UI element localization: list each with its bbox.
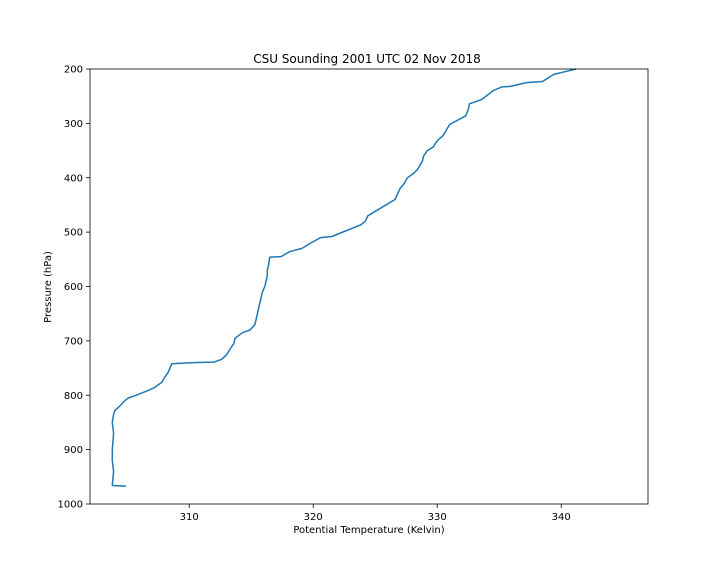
x-tick-label: 310 [180,512,199,523]
x-tick-label: 320 [304,512,323,523]
x-axis-label: Potential Temperature (Kelvin) [293,525,444,536]
x-axis: 310 320 330 340 [180,504,571,523]
chart-title: CSU Sounding 2001 UTC 02 Nov 2018 [253,52,481,66]
y-axis: 200 300 400 500 600 700 800 900 1000 [58,65,90,511]
y-tick-label: 300 [64,119,83,130]
x-tick-label: 340 [552,512,571,523]
y-axis-label: Pressure (hPa) [43,251,54,323]
y-tick-label: 200 [64,65,83,76]
theta-profile-line [111,68,577,487]
x-tick-label: 330 [428,512,447,523]
y-tick-label: 600 [64,282,83,293]
y-tick-label: 400 [64,173,83,184]
y-tick-label: 1000 [58,500,83,511]
y-tick-label: 500 [64,228,83,239]
y-tick-label: 800 [64,391,83,402]
y-tick-label: 900 [64,445,83,456]
y-tick-label: 700 [64,336,83,347]
plot-frame [89,68,649,505]
